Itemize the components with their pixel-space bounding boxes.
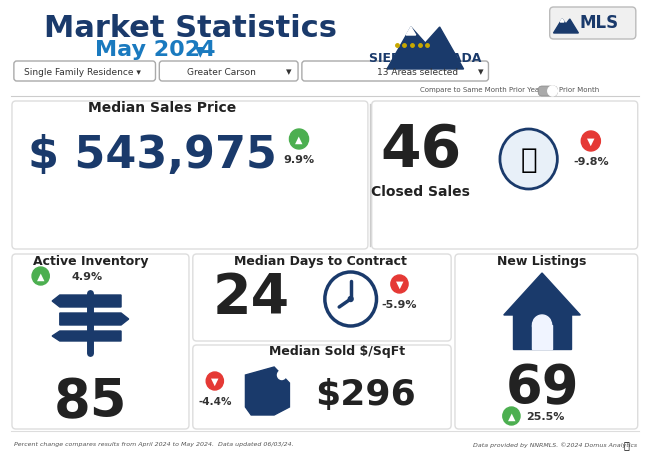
Polygon shape: [52, 295, 121, 308]
Text: Median Sales Price: Median Sales Price: [88, 101, 237, 115]
Text: ▼: ▼: [195, 44, 206, 58]
FancyBboxPatch shape: [533, 325, 551, 349]
Text: 25.5%: 25.5%: [526, 411, 564, 421]
Polygon shape: [560, 20, 564, 23]
Text: 69: 69: [505, 361, 579, 413]
Circle shape: [500, 130, 557, 190]
Circle shape: [502, 407, 520, 425]
Text: 24: 24: [212, 270, 289, 325]
Text: Compare to Same Month Prior Year: Compare to Same Month Prior Year: [419, 87, 541, 93]
Text: ▾: ▾: [285, 67, 291, 77]
FancyBboxPatch shape: [12, 254, 189, 429]
FancyBboxPatch shape: [14, 62, 155, 82]
Text: $ 543,975: $ 543,975: [28, 133, 277, 176]
Text: ▲: ▲: [508, 411, 515, 421]
FancyBboxPatch shape: [193, 254, 451, 341]
Circle shape: [289, 130, 309, 150]
Text: May 2024: May 2024: [95, 40, 216, 60]
FancyBboxPatch shape: [302, 62, 488, 82]
Circle shape: [348, 297, 353, 302]
Polygon shape: [406, 28, 416, 36]
FancyBboxPatch shape: [549, 8, 636, 40]
Text: ▾: ▾: [478, 67, 484, 77]
Text: SIERRA NEVADA: SIERRA NEVADA: [369, 51, 482, 64]
Polygon shape: [60, 313, 129, 325]
Text: ▲: ▲: [37, 271, 44, 281]
Text: 85: 85: [54, 375, 127, 427]
Text: Percent change compares results from April 2024 to May 2024.  Data updated 06/03: Percent change compares results from Apr…: [14, 442, 293, 447]
Text: 13 Areas selected: 13 Areas selected: [377, 67, 458, 76]
Text: ▼: ▼: [396, 280, 403, 289]
Text: Prior Month: Prior Month: [559, 87, 600, 93]
Text: Market Statistics: Market Statistics: [44, 13, 338, 42]
FancyBboxPatch shape: [159, 62, 298, 82]
Text: ▲: ▲: [295, 134, 303, 145]
Circle shape: [548, 87, 557, 97]
Text: -9.8%: -9.8%: [573, 157, 608, 167]
FancyBboxPatch shape: [455, 254, 638, 429]
Text: 46: 46: [380, 121, 461, 178]
Text: ▼: ▼: [211, 376, 218, 386]
Text: 9.9%: 9.9%: [283, 155, 315, 165]
Circle shape: [582, 132, 600, 151]
FancyBboxPatch shape: [193, 345, 451, 429]
Polygon shape: [245, 367, 289, 415]
Text: Data provided by NNRMLS. ©2024 Domus Analytics: Data provided by NNRMLS. ©2024 Domus Ana…: [473, 441, 637, 447]
Circle shape: [206, 372, 223, 390]
Text: Median Days to Contract: Median Days to Contract: [234, 255, 407, 268]
Polygon shape: [504, 274, 580, 315]
Circle shape: [533, 315, 551, 335]
Text: ▼: ▼: [587, 137, 594, 147]
Text: 🤝: 🤝: [521, 146, 537, 174]
FancyBboxPatch shape: [513, 313, 571, 349]
Circle shape: [32, 268, 50, 285]
Text: MLS: MLS: [580, 14, 619, 32]
FancyBboxPatch shape: [372, 102, 638, 249]
Text: Median Sold $/SqFt: Median Sold $/SqFt: [269, 345, 405, 358]
Text: -4.4%: -4.4%: [198, 396, 232, 406]
Polygon shape: [553, 20, 578, 34]
Text: Closed Sales: Closed Sales: [371, 185, 470, 199]
Polygon shape: [387, 28, 464, 70]
Polygon shape: [52, 331, 121, 341]
Text: Greater Carson: Greater Carson: [187, 67, 256, 76]
FancyBboxPatch shape: [12, 102, 368, 249]
FancyBboxPatch shape: [538, 87, 557, 97]
Text: 4.9%: 4.9%: [71, 271, 103, 281]
Text: 🖨: 🖨: [623, 439, 629, 449]
Text: -5.9%: -5.9%: [382, 299, 417, 309]
Circle shape: [277, 371, 286, 380]
Circle shape: [391, 275, 408, 293]
Text: Single Family Residence ▾: Single Family Residence ▾: [24, 67, 141, 76]
Text: Active Inventory: Active Inventory: [33, 255, 148, 268]
Circle shape: [325, 272, 377, 326]
Text: R E A L T O R S®: R E A L T O R S®: [393, 62, 458, 70]
Text: New Listings: New Listings: [497, 255, 587, 268]
Text: $296: $296: [316, 377, 416, 411]
